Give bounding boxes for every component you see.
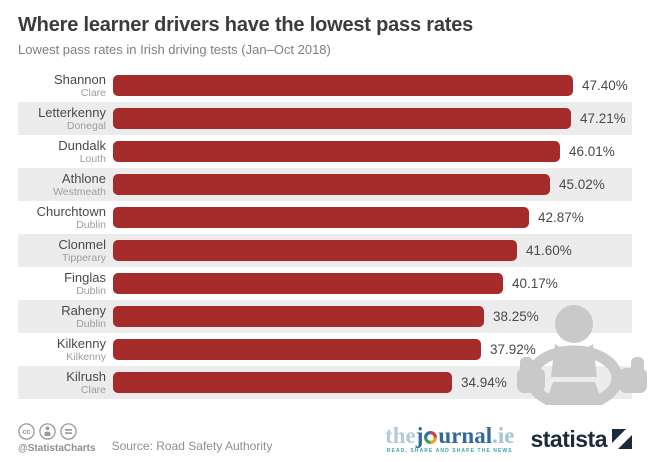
footer: cc @StatistaCharts Source: Road Safet: [0, 402, 650, 462]
county-label: Clare: [80, 383, 106, 396]
county-label: Westmeath: [53, 185, 106, 198]
journal-logo-j: j: [415, 423, 424, 448]
town-label: Churchtown: [36, 203, 106, 219]
row-label: Dundalk Louth: [18, 137, 106, 165]
row-label: Athlone Westmeath: [18, 170, 106, 198]
chart-header: Where learner drivers have the lowest pa…: [0, 0, 650, 59]
value-label: 47.21%: [580, 111, 626, 126]
statista-square-icon: [612, 429, 632, 449]
journal-logo-o-ring-icon: [424, 430, 438, 444]
pass-rate-bar: [113, 273, 503, 294]
row-label: Shannon Clare: [18, 71, 106, 99]
value-label: 47.40%: [582, 78, 628, 93]
town-label: Finglas: [64, 269, 106, 285]
row-label: Raheny Dublin: [18, 302, 106, 330]
value-label: 40.17%: [512, 276, 558, 291]
chart-row: Kilkenny Kilkenny 37.92%: [18, 333, 632, 366]
pass-rate-bar: [113, 339, 481, 360]
chart-row: Letterkenny Donegal 47.21%: [18, 102, 632, 135]
county-label: Tipperary: [62, 251, 106, 264]
statista-charts-handle: @StatistaCharts: [18, 443, 96, 454]
town-label: Dundalk: [58, 137, 106, 153]
chart-row: Raheny Dublin 38.25%: [18, 300, 632, 333]
cc-attribution-icon: [39, 423, 56, 440]
chart-row: Dundalk Louth 46.01%: [18, 135, 632, 168]
value-label: 38.25%: [493, 309, 539, 324]
source-text: Source: Road Safety Authority: [111, 439, 273, 453]
pass-rate-bar: [113, 207, 529, 228]
value-label: 46.01%: [569, 144, 615, 159]
town-label: Shannon: [53, 71, 106, 87]
pass-rate-bar: [113, 141, 560, 162]
pass-rate-bar: [113, 372, 452, 393]
county-label: Dublin: [76, 218, 106, 231]
row-label: Letterkenny Donegal: [18, 104, 106, 132]
thejournal-logo: the j urnal .ie READ, SHARE AND SHAPE THE N…: [385, 424, 514, 454]
town-label: Clonmel: [58, 236, 106, 252]
chart-title: Where learner drivers have the lowest pa…: [18, 14, 474, 36]
chart-subtitle: Lowest pass rates in Irish driving tests…: [18, 42, 331, 57]
cc-equal-icon: [60, 423, 77, 440]
statista-logo: statista: [530, 426, 632, 453]
license-block: cc @StatistaCharts: [18, 423, 96, 454]
value-label: 34.94%: [461, 375, 507, 390]
pass-rate-bar: [113, 240, 517, 261]
town-label: Athlone: [61, 170, 106, 186]
value-label: 41.60%: [526, 243, 572, 258]
county-label: Donegal: [66, 119, 106, 132]
row-label: Churchtown Dublin: [18, 203, 106, 231]
town-label: Kilkenny: [56, 335, 106, 351]
town-label: Raheny: [61, 302, 106, 318]
row-label: Finglas Dublin: [18, 269, 106, 297]
chart-row: Shannon Clare 47.40%: [18, 69, 632, 102]
chart-row: Kilrush Clare 34.94%: [18, 366, 632, 399]
chart-row: Finglas Dublin 40.17%: [18, 267, 632, 300]
pass-rate-bar: [113, 174, 550, 195]
town-label: Kilrush: [66, 368, 106, 384]
svg-text:cc: cc: [22, 427, 30, 436]
chart-row: Athlone Westmeath 45.02%: [18, 168, 632, 201]
row-label: Kilrush Clare: [18, 368, 106, 396]
county-label: Dublin: [76, 284, 106, 297]
journal-logo-the: the: [385, 423, 416, 448]
row-label: Clonmel Tipperary: [18, 236, 106, 264]
town-label: Letterkenny: [38, 104, 106, 120]
value-label: 37.92%: [490, 342, 536, 357]
pass-rate-bar: [113, 75, 573, 96]
statista-wordmark: statista: [530, 425, 607, 452]
row-label: Kilkenny Kilkenny: [18, 335, 106, 363]
value-label: 42.87%: [538, 210, 584, 225]
pass-rate-bar: [113, 108, 571, 129]
chart-row: Churchtown Dublin 42.87%: [18, 201, 632, 234]
bar-chart: Shannon Clare 47.40% Letterkenny Donegal 47.2…: [18, 69, 632, 399]
cc-license-icon: cc: [18, 423, 35, 440]
journal-tagline: READ, SHARE AND SHAPE THE NEWS: [386, 448, 513, 454]
pass-rate-bar: [113, 306, 484, 327]
county-label: Clare: [80, 86, 106, 99]
value-label: 45.02%: [559, 177, 605, 192]
county-label: Dublin: [76, 317, 106, 330]
journal-logo-urnal: urnal: [438, 423, 493, 448]
journal-logo-tld: .ie: [492, 423, 515, 448]
chart-row: Clonmel Tipperary 41.60%: [18, 234, 632, 267]
county-label: Kilkenny: [66, 350, 106, 363]
county-label: Louth: [79, 152, 106, 165]
